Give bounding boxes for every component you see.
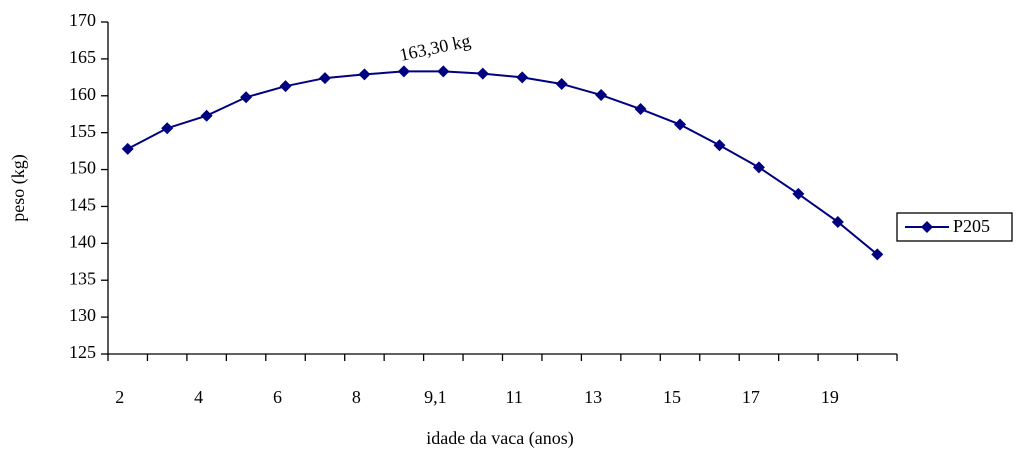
data-point [279, 80, 292, 93]
x-tick-label: 13 [584, 387, 602, 407]
x-tick-label: 4 [194, 387, 203, 407]
y-tick-label: 140 [69, 231, 96, 251]
x-tick-label: 2 [115, 387, 124, 407]
data-point [516, 71, 529, 84]
data-point [555, 77, 568, 90]
series-line [127, 70, 878, 256]
data-point [437, 65, 450, 78]
legend-marker [921, 221, 933, 233]
data-point [792, 187, 805, 200]
y-tick-label: 165 [69, 47, 96, 67]
data-point [871, 248, 884, 261]
x-tick-label: 8 [352, 387, 361, 407]
data-point [161, 122, 174, 135]
data-point [674, 118, 687, 131]
data-point [476, 67, 489, 80]
data-point [397, 65, 410, 78]
data-point [713, 139, 726, 152]
x-tick-label: 17 [742, 387, 760, 407]
data-point [634, 103, 647, 116]
y-tick-label: 135 [69, 268, 96, 288]
legend-label: P205 [953, 216, 990, 236]
data-point [121, 142, 134, 155]
y-tick-label: 150 [69, 158, 96, 178]
y-tick-label: 170 [69, 10, 96, 30]
data-point [318, 72, 331, 85]
data-point [240, 91, 253, 104]
x-tick-label: 19 [821, 387, 839, 407]
x-tick-label: 11 [506, 387, 523, 407]
x-tick-label: 9,1 [424, 387, 447, 407]
data-point [358, 68, 371, 81]
data-point [752, 161, 765, 174]
data-point [200, 109, 213, 122]
y-axis-label: peso (kg) [8, 154, 29, 221]
x-tick-label: 6 [273, 387, 282, 407]
data-point [831, 215, 844, 228]
data-point [595, 89, 608, 102]
x-tick-label: 15 [663, 387, 681, 407]
y-tick-label: 155 [69, 121, 96, 141]
y-tick-label: 130 [69, 305, 96, 325]
y-tick-label: 145 [69, 195, 96, 215]
y-tick-label: 160 [69, 84, 96, 104]
y-tick-label: 125 [69, 342, 96, 362]
x-axis-label: idade da vaca (anos) [426, 428, 573, 449]
